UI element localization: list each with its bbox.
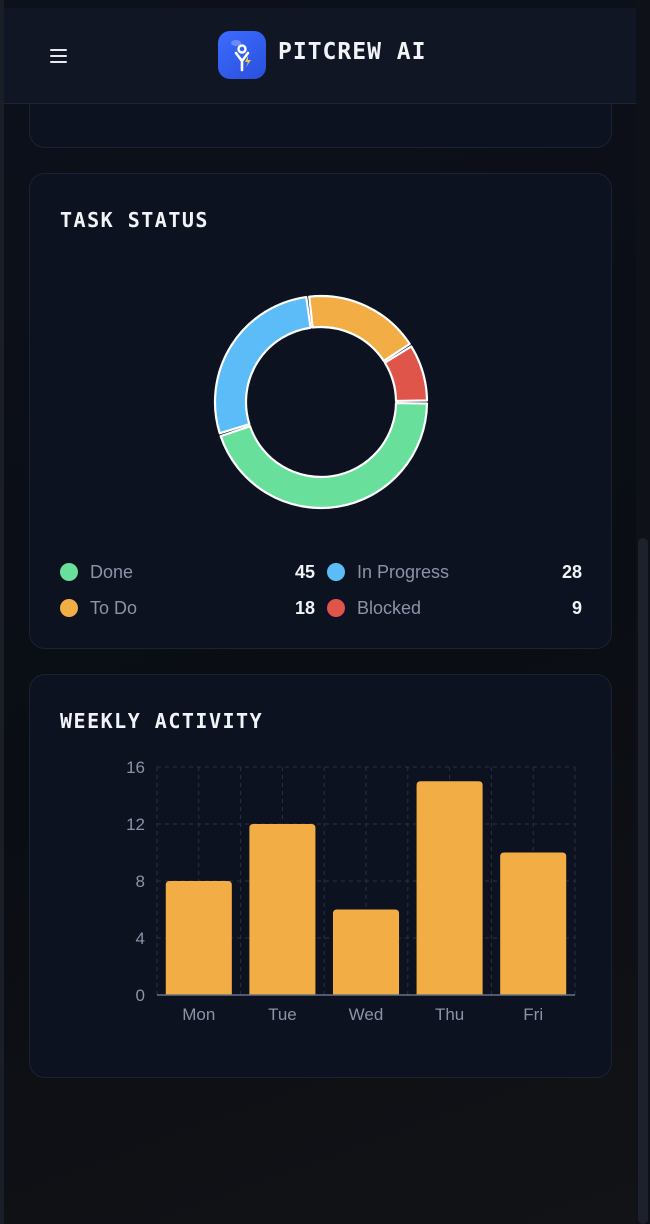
bar-fri[interactable] — [500, 852, 567, 996]
legend-value-in-progress: 28 — [561, 562, 582, 582]
bar-tue[interactable] — [249, 824, 316, 995]
task-status-donut-chart — [213, 294, 429, 510]
y-tick-label: 16 — [126, 758, 145, 777]
y-tick-label: 4 — [136, 929, 145, 948]
legend-label-in-progress: In Progress — [357, 562, 450, 582]
legend-dot-in-progress — [327, 563, 345, 581]
hamburger-menu-icon[interactable] — [48, 42, 70, 68]
y-tick-label: 0 — [136, 986, 145, 1005]
bar-mon[interactable] — [165, 881, 232, 995]
brand-name: PITCREW AI — [278, 39, 427, 65]
scrollbar-thumb[interactable] — [638, 538, 648, 1224]
x-tick-label: Mon — [182, 1005, 215, 1024]
bar-thu[interactable] — [416, 781, 483, 995]
task-status-title: TASK STATUS — [60, 208, 209, 232]
x-tick-label: Wed — [349, 1005, 384, 1024]
legend-value-to-do: 18 — [294, 598, 315, 618]
donut-slice-done[interactable] — [219, 401, 429, 510]
donut-slice-to-do[interactable] — [308, 294, 411, 363]
weekly-activity-title: WEEKLY ACTIVITY — [60, 709, 264, 733]
legend-item-blocked: Blocked 9 — [327, 596, 582, 620]
top-bar: PITCREW AI — [4, 8, 636, 104]
legend-value-blocked: 9 — [571, 598, 582, 618]
legend-label-done: Done — [90, 562, 134, 582]
left-edge — [0, 0, 4, 1224]
legend-item-in-progress: In Progress 28 — [327, 560, 582, 584]
legend-item-done: Done 45 — [60, 560, 315, 584]
x-tick-label: Thu — [435, 1005, 464, 1024]
x-tick-label: Tue — [268, 1005, 297, 1024]
weekly-activity-card: WEEKLY ACTIVITY 0 4 8 12 16 Mon Tue Wed Thu Fri — [29, 674, 612, 1078]
legend-dot-done — [60, 563, 78, 581]
donut-slice-in-progress[interactable] — [213, 295, 312, 435]
legend-label-blocked: Blocked — [357, 598, 422, 618]
weekly-activity-bar-chart: 0 4 8 12 16 Mon Tue Wed Thu Fri — [126, 758, 576, 1024]
x-tick-label: Fri — [523, 1005, 543, 1024]
legend-dot-blocked — [327, 599, 345, 617]
task-status-card: TASK STATUS Done 45 In Progress 28 To Do… — [29, 173, 612, 649]
y-tick-label: 8 — [136, 872, 145, 891]
donut-slice-blocked[interactable] — [383, 345, 429, 403]
legend-value-done: 45 — [294, 562, 315, 582]
pitcrew-robot-icon[interactable] — [218, 31, 266, 79]
legend-label-to-do: To Do — [90, 598, 138, 618]
legend-item-to-do: To Do 18 — [60, 596, 315, 620]
y-tick-label: 12 — [126, 815, 145, 834]
legend-dot-to-do — [60, 599, 78, 617]
bar-wed[interactable] — [332, 909, 400, 996]
